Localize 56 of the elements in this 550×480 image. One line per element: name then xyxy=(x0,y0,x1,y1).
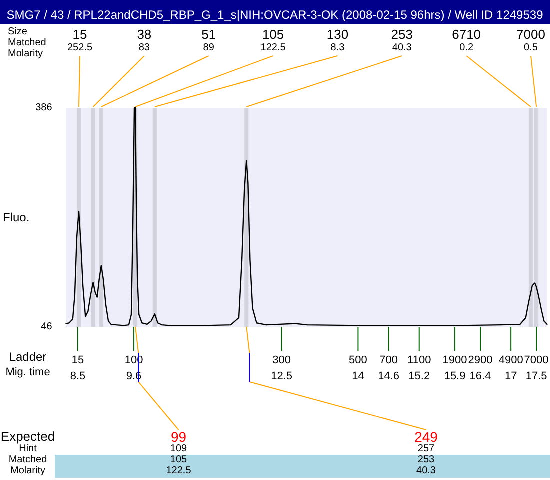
y-axis-title: Fluo. xyxy=(2,210,30,224)
text: Matched xyxy=(8,38,46,48)
text: 700 xyxy=(380,354,398,366)
x-tick-label: 17.5 xyxy=(526,370,548,382)
text: 500 xyxy=(349,354,368,366)
text: 4900 xyxy=(498,354,524,366)
annotation: 253 xyxy=(391,27,413,42)
annotation: 105 xyxy=(262,27,284,42)
text: 1100 xyxy=(408,354,432,366)
text: Expected xyxy=(0,429,56,444)
text: 40.3 xyxy=(392,42,412,54)
text: 122.5 xyxy=(166,466,192,476)
text: 1900 xyxy=(442,354,468,366)
x-tick-label: 14 xyxy=(352,370,364,382)
text: 40.3 xyxy=(416,466,436,476)
text: 7000 xyxy=(524,354,549,366)
annotation: 51 xyxy=(202,27,216,42)
annotation: 7000 xyxy=(516,27,546,42)
text: Molarity xyxy=(10,466,46,476)
x-axis-title: Mig. time xyxy=(6,366,50,378)
text: 300 xyxy=(272,354,291,366)
text: Ladder xyxy=(9,350,47,364)
text: 0.2 xyxy=(460,42,474,54)
annotation: 15 xyxy=(72,27,88,42)
text: Hint xyxy=(19,444,38,454)
text: 0.5 xyxy=(524,42,538,54)
annotation: 249 xyxy=(414,429,438,445)
text: 252.5 xyxy=(67,42,93,54)
chart-title: SMG7 / 43 / RPL22andCHD5_RBP_G_1_s|NIH:OVCAR-3-OK (2008-02-15 96hrs) / Well ID 1249539 xyxy=(6,8,544,22)
text: Matched xyxy=(8,454,48,466)
annotation: 130 xyxy=(326,27,349,42)
text: 105 xyxy=(170,454,188,466)
text: 15 xyxy=(72,354,84,366)
y-tick-label: 46 xyxy=(41,322,53,332)
text: 89 xyxy=(203,42,215,54)
text: 253 xyxy=(418,454,436,466)
text: 109 xyxy=(170,444,188,454)
x-tick-label: 15.2 xyxy=(408,370,430,382)
x-tick-label: 15.9 xyxy=(444,370,466,382)
text: Molarity xyxy=(8,48,44,60)
text: 83 xyxy=(138,42,150,54)
x-tick-label: 16.4 xyxy=(470,370,492,382)
x-tick-label: 14.6 xyxy=(378,370,400,382)
annotation: 6710 xyxy=(452,27,482,42)
y-tick-label: 386 xyxy=(36,102,53,114)
x-tick-label: 12.5 xyxy=(271,370,292,382)
text: Size xyxy=(8,26,28,38)
text: 257 xyxy=(418,444,436,454)
line-series xyxy=(66,107,548,326)
x-tick-label: 17 xyxy=(504,370,518,382)
x-tick-label: 8.5 xyxy=(70,370,86,382)
text: 122.5 xyxy=(260,42,286,54)
annotation: 99 xyxy=(170,429,187,445)
annotation: 38 xyxy=(137,27,152,42)
text: 2900 xyxy=(468,354,493,366)
text: 8.3 xyxy=(330,42,346,54)
